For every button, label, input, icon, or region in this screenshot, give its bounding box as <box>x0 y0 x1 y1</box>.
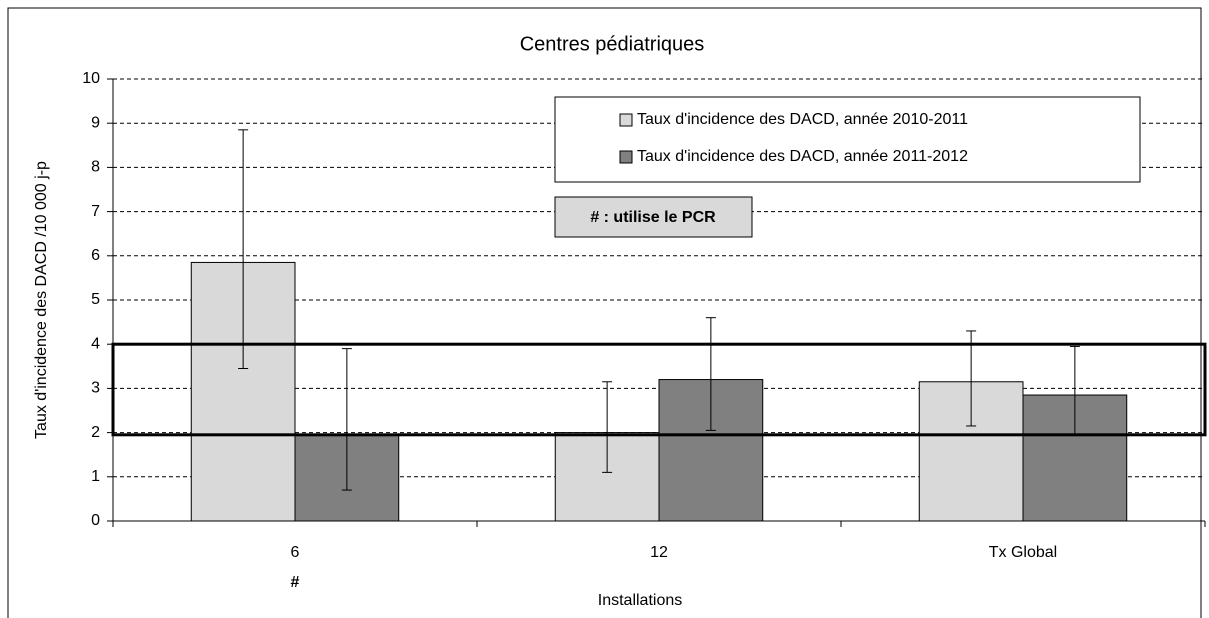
y-tick-label: 4 <box>91 335 100 352</box>
category-mark: # <box>291 574 300 591</box>
annotation: # : utilise le PCR <box>590 209 716 226</box>
reference-band <box>111 342 1207 437</box>
y-tick-label: 6 <box>91 247 100 264</box>
legend-label: Taux d'incidence des DACD, année 2010-20… <box>637 111 968 128</box>
y-tick-label: 3 <box>91 380 100 397</box>
chart-title: Centres pédiatriques <box>520 33 705 55</box>
y-tick-label: 0 <box>91 512 100 529</box>
y-tick-label: 7 <box>91 203 100 220</box>
x-axis-label: Installations <box>598 592 683 609</box>
y-tick-label: 2 <box>91 424 100 441</box>
x-tick-label: 6 <box>291 544 300 561</box>
y-tick-label: 8 <box>91 159 100 176</box>
x-tick-label: 12 <box>650 544 668 561</box>
legend-box <box>554 96 1141 183</box>
y-tick-label: 5 <box>91 291 100 308</box>
legend-swatch <box>619 113 633 127</box>
annotation-box <box>554 196 753 238</box>
y-axis-label: Taux d'incidence des DACD /10 000 j-p <box>33 161 50 439</box>
y-tick-label: 1 <box>91 468 100 485</box>
legend-swatch <box>619 150 633 164</box>
x-tick-label: Tx Global <box>989 544 1057 561</box>
y-tick-label: 10 <box>82 70 100 87</box>
legend-label: Taux d'incidence des DACD, année 2011-20… <box>637 148 968 165</box>
y-tick-label: 9 <box>91 114 100 131</box>
